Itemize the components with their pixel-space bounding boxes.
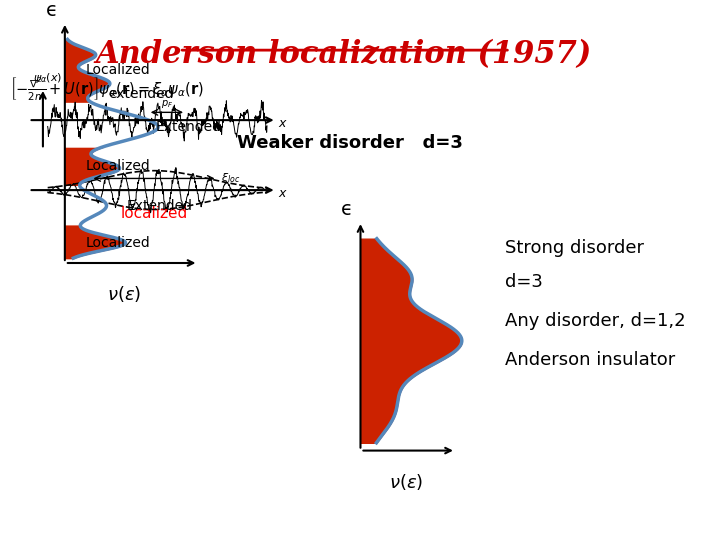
Text: Localized: Localized	[86, 159, 150, 173]
Text: $x$: $x$	[279, 117, 288, 130]
Text: Localized: Localized	[86, 63, 150, 77]
Text: Weaker disorder   d=3: Weaker disorder d=3	[236, 134, 462, 152]
Text: d=3: d=3	[505, 273, 544, 292]
Text: ϵ: ϵ	[341, 200, 353, 219]
Text: extended: extended	[109, 87, 174, 100]
Text: $x$: $x$	[279, 186, 288, 199]
Text: localized: localized	[121, 206, 188, 221]
Text: ϵ: ϵ	[45, 1, 58, 20]
Text: Strong disorder: Strong disorder	[505, 239, 644, 258]
Text: Anderson localization (1957): Anderson localization (1957)	[95, 39, 591, 70]
Text: Extended: Extended	[127, 199, 193, 213]
Text: Anderson insulator: Anderson insulator	[505, 351, 675, 369]
Text: $p_F$: $p_F$	[161, 98, 173, 110]
Text: $\nu(\epsilon)$: $\nu(\epsilon)$	[107, 285, 141, 305]
Text: Extended: Extended	[156, 120, 222, 134]
Text: $\xi_{loc}$: $\xi_{loc}$	[221, 171, 240, 185]
Text: $\nu(\epsilon)$: $\nu(\epsilon)$	[389, 472, 423, 492]
Text: $\psi_\alpha(x)$: $\psi_\alpha(x)$	[33, 71, 63, 85]
Text: $\left[-\frac{\nabla^2}{2m}+U(\mathbf{r})\right]\psi_\alpha(\mathbf{r})=\xi_\alp: $\left[-\frac{\nabla^2}{2m}+U(\mathbf{r}…	[9, 76, 203, 103]
Text: Localized: Localized	[86, 236, 150, 250]
Text: Any disorder, d=1,2: Any disorder, d=1,2	[505, 312, 686, 330]
